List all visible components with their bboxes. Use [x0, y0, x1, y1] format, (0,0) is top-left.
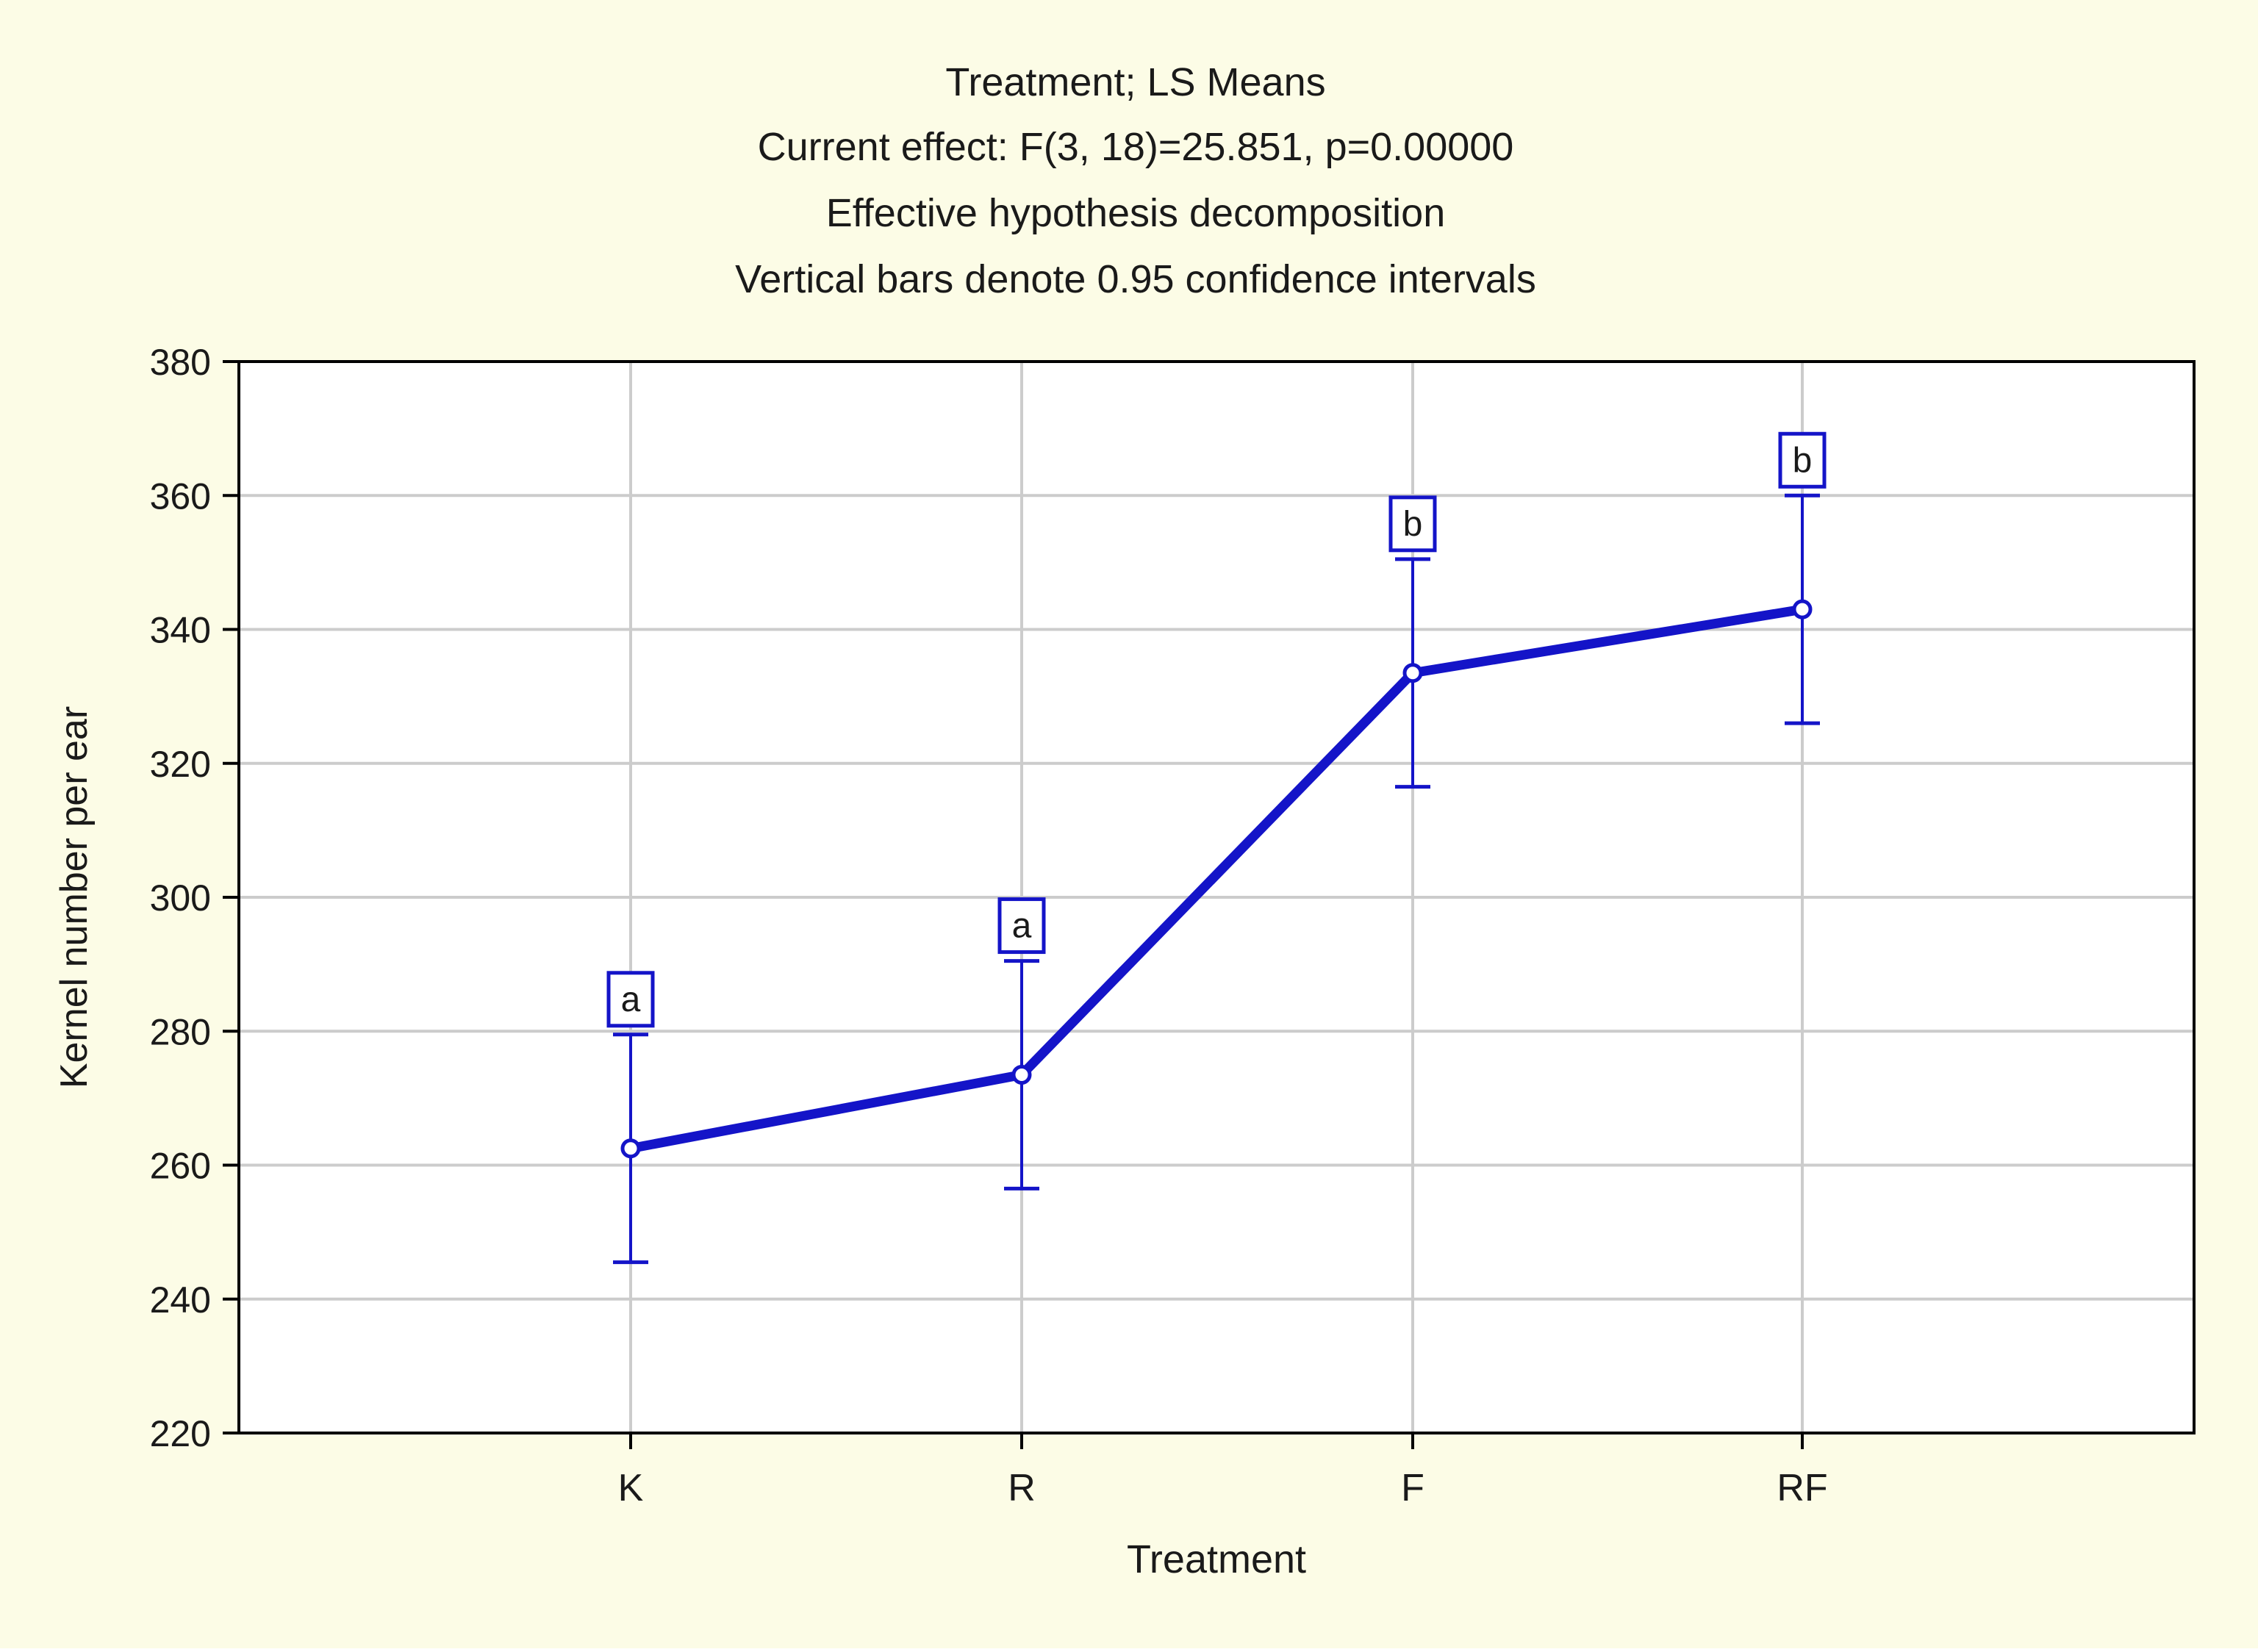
group-letter-box	[1778, 431, 1827, 489]
data-point	[620, 1138, 641, 1159]
group-letter-text: a	[621, 980, 641, 1019]
group-letter: a	[606, 971, 655, 1028]
y-axis-label: Kernel number per ear	[53, 706, 96, 1088]
data-point	[1792, 599, 1813, 620]
x-axis-ticks: K R F RF	[618, 1433, 1828, 1509]
data-points	[620, 599, 1813, 1159]
y-tick-label: 220	[150, 1413, 211, 1454]
y-tick-label: 280	[150, 1011, 211, 1052]
y-tick-label: 260	[150, 1146, 211, 1187]
group-letter: b	[1778, 431, 1827, 489]
title-line-1: Treatment; LS Means	[945, 60, 1325, 104]
group-letters: a a b b	[606, 431, 1827, 1028]
group-letter-box	[606, 971, 655, 1028]
title-line-2: Current effect: F(3, 18)=25.851, p=0.000…	[758, 125, 1514, 169]
y-tick-label: 240	[150, 1279, 211, 1321]
group-letter: a	[997, 897, 1046, 955]
y-tick-label: 300	[150, 877, 211, 919]
data-point	[1011, 1064, 1032, 1085]
y-tick-label: 320	[150, 744, 211, 785]
group-letter-box	[1388, 495, 1437, 553]
y-tick-label: 340	[150, 610, 211, 651]
y-axis-ticks: 220 240 260 280 300 320 340 360 380	[150, 342, 239, 1454]
group-letter-text: a	[1012, 907, 1032, 946]
group-letter: b	[1388, 495, 1437, 553]
x-axis-label: Treatment	[1127, 1537, 1306, 1581]
title-line-4: Vertical bars denote 0.95 confidence int…	[735, 257, 1536, 301]
x-tick-label: R	[1008, 1467, 1036, 1509]
data-point	[1402, 663, 1423, 683]
title-line-3: Effective hypothesis decomposition	[826, 191, 1445, 235]
x-tick-label: F	[1401, 1467, 1424, 1509]
y-tick-label: 380	[150, 342, 211, 383]
series-line-path	[626, 604, 1807, 1154]
x-tick-label: K	[618, 1467, 644, 1509]
chart-title: Treatment; LS Means Current effect: F(3, …	[735, 60, 1536, 301]
group-letter-text: b	[1403, 505, 1423, 544]
group-letter-box	[997, 897, 1046, 955]
series-line	[626, 604, 1807, 1154]
group-letter-text: b	[1793, 441, 1813, 480]
y-tick-label: 360	[150, 475, 211, 517]
gridlines	[239, 362, 2194, 1433]
x-tick-label: RF	[1777, 1467, 1827, 1509]
